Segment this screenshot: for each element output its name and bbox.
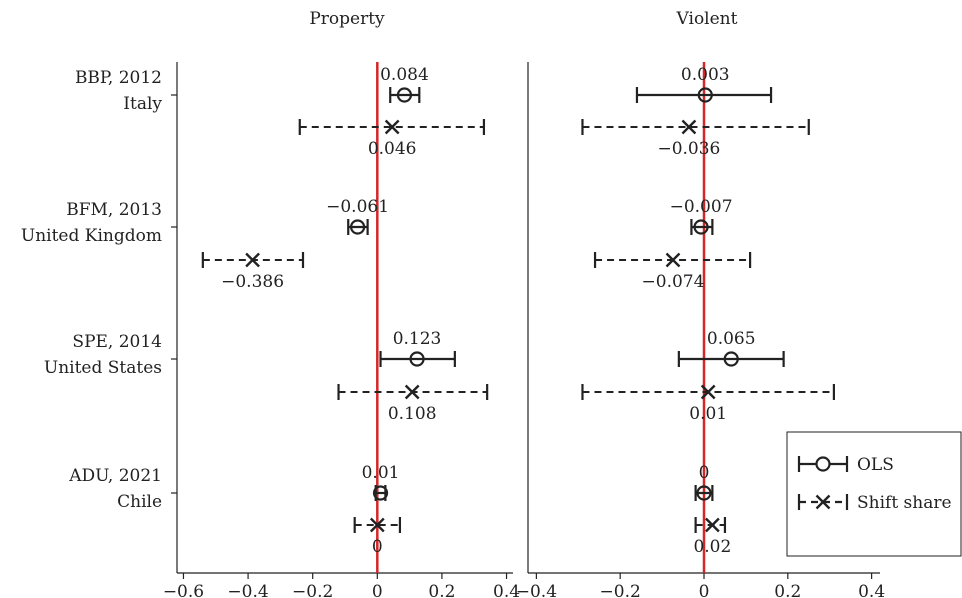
- ols-value-label: 0.123: [393, 329, 442, 349]
- panel-title-property: Property: [309, 9, 385, 29]
- shift-share-value-label: −0.036: [657, 139, 720, 159]
- ols-value-label: 0: [699, 463, 710, 483]
- study-label: BBP, 2012: [75, 68, 162, 88]
- legend-marker-circle: [815, 456, 831, 472]
- shift-share-point: [705, 517, 720, 533]
- ols-value-label: 0.003: [681, 65, 730, 85]
- x-tick-label: −0.2: [600, 582, 641, 598]
- shift-share-value-label: 0.01: [689, 404, 727, 424]
- ols-value-label: −0.061: [326, 197, 389, 217]
- ols-value-label: 0.084: [380, 65, 429, 85]
- ols-value-label: 0.065: [707, 329, 756, 349]
- shift-share-value-label: −0.074: [642, 272, 705, 292]
- legend-marker-x: [815, 494, 831, 510]
- x-tick-label: 0.4: [493, 582, 520, 598]
- legend-label-ols: OLS: [857, 455, 894, 475]
- x-tick-label: −0.4: [227, 582, 268, 598]
- ols-point: [723, 351, 739, 367]
- study-label: SPE, 2014: [72, 332, 162, 352]
- country-label: United Kingdom: [21, 226, 162, 246]
- ols-value-label: 0.01: [362, 463, 400, 483]
- x-tick-label: 0.4: [858, 582, 885, 598]
- shift-share-point: [665, 252, 681, 268]
- x-tick-label: −0.4: [516, 582, 557, 598]
- country-label: United States: [44, 358, 162, 378]
- shift-share-value-label: 0.046: [368, 139, 417, 159]
- country-label: Italy: [123, 94, 162, 114]
- shift-share-value-label: 0: [372, 537, 383, 557]
- x-tick-label: 0: [699, 582, 710, 598]
- shift-share-point: [404, 384, 420, 400]
- study-label: BFM, 2013: [66, 200, 162, 220]
- x-tick-label: 0.2: [428, 582, 455, 598]
- study-label: ADU, 2021: [68, 466, 162, 486]
- ols-point: [372, 485, 389, 501]
- legend-label-shift: Shift share: [857, 493, 952, 513]
- x-tick-label: −0.2: [292, 582, 333, 598]
- shift-share-value-label: 0.02: [693, 537, 731, 557]
- shift-share-point: [369, 517, 385, 533]
- ols-point: [350, 219, 366, 235]
- ols-point: [396, 87, 413, 103]
- x-tick-label: 0.2: [774, 582, 801, 598]
- ols-point: [693, 219, 709, 235]
- shift-share-value-label: 0.108: [388, 404, 437, 424]
- shift-share-point: [384, 119, 400, 135]
- x-tick-label: −0.6: [163, 582, 204, 598]
- shift-share-value-label: −0.386: [221, 272, 284, 292]
- x-tick-label: 0: [372, 582, 383, 598]
- shift-share-point: [700, 384, 716, 400]
- ols-point: [697, 87, 713, 103]
- ols-point: [696, 485, 712, 501]
- shift-share-point: [245, 252, 260, 268]
- country-label: Chile: [117, 492, 162, 512]
- ols-value-label: −0.007: [670, 197, 733, 217]
- ols-point: [409, 351, 425, 367]
- shift-share-point: [681, 119, 697, 135]
- panel-title-violent: Violent: [676, 9, 738, 29]
- legend-box: [786, 431, 962, 557]
